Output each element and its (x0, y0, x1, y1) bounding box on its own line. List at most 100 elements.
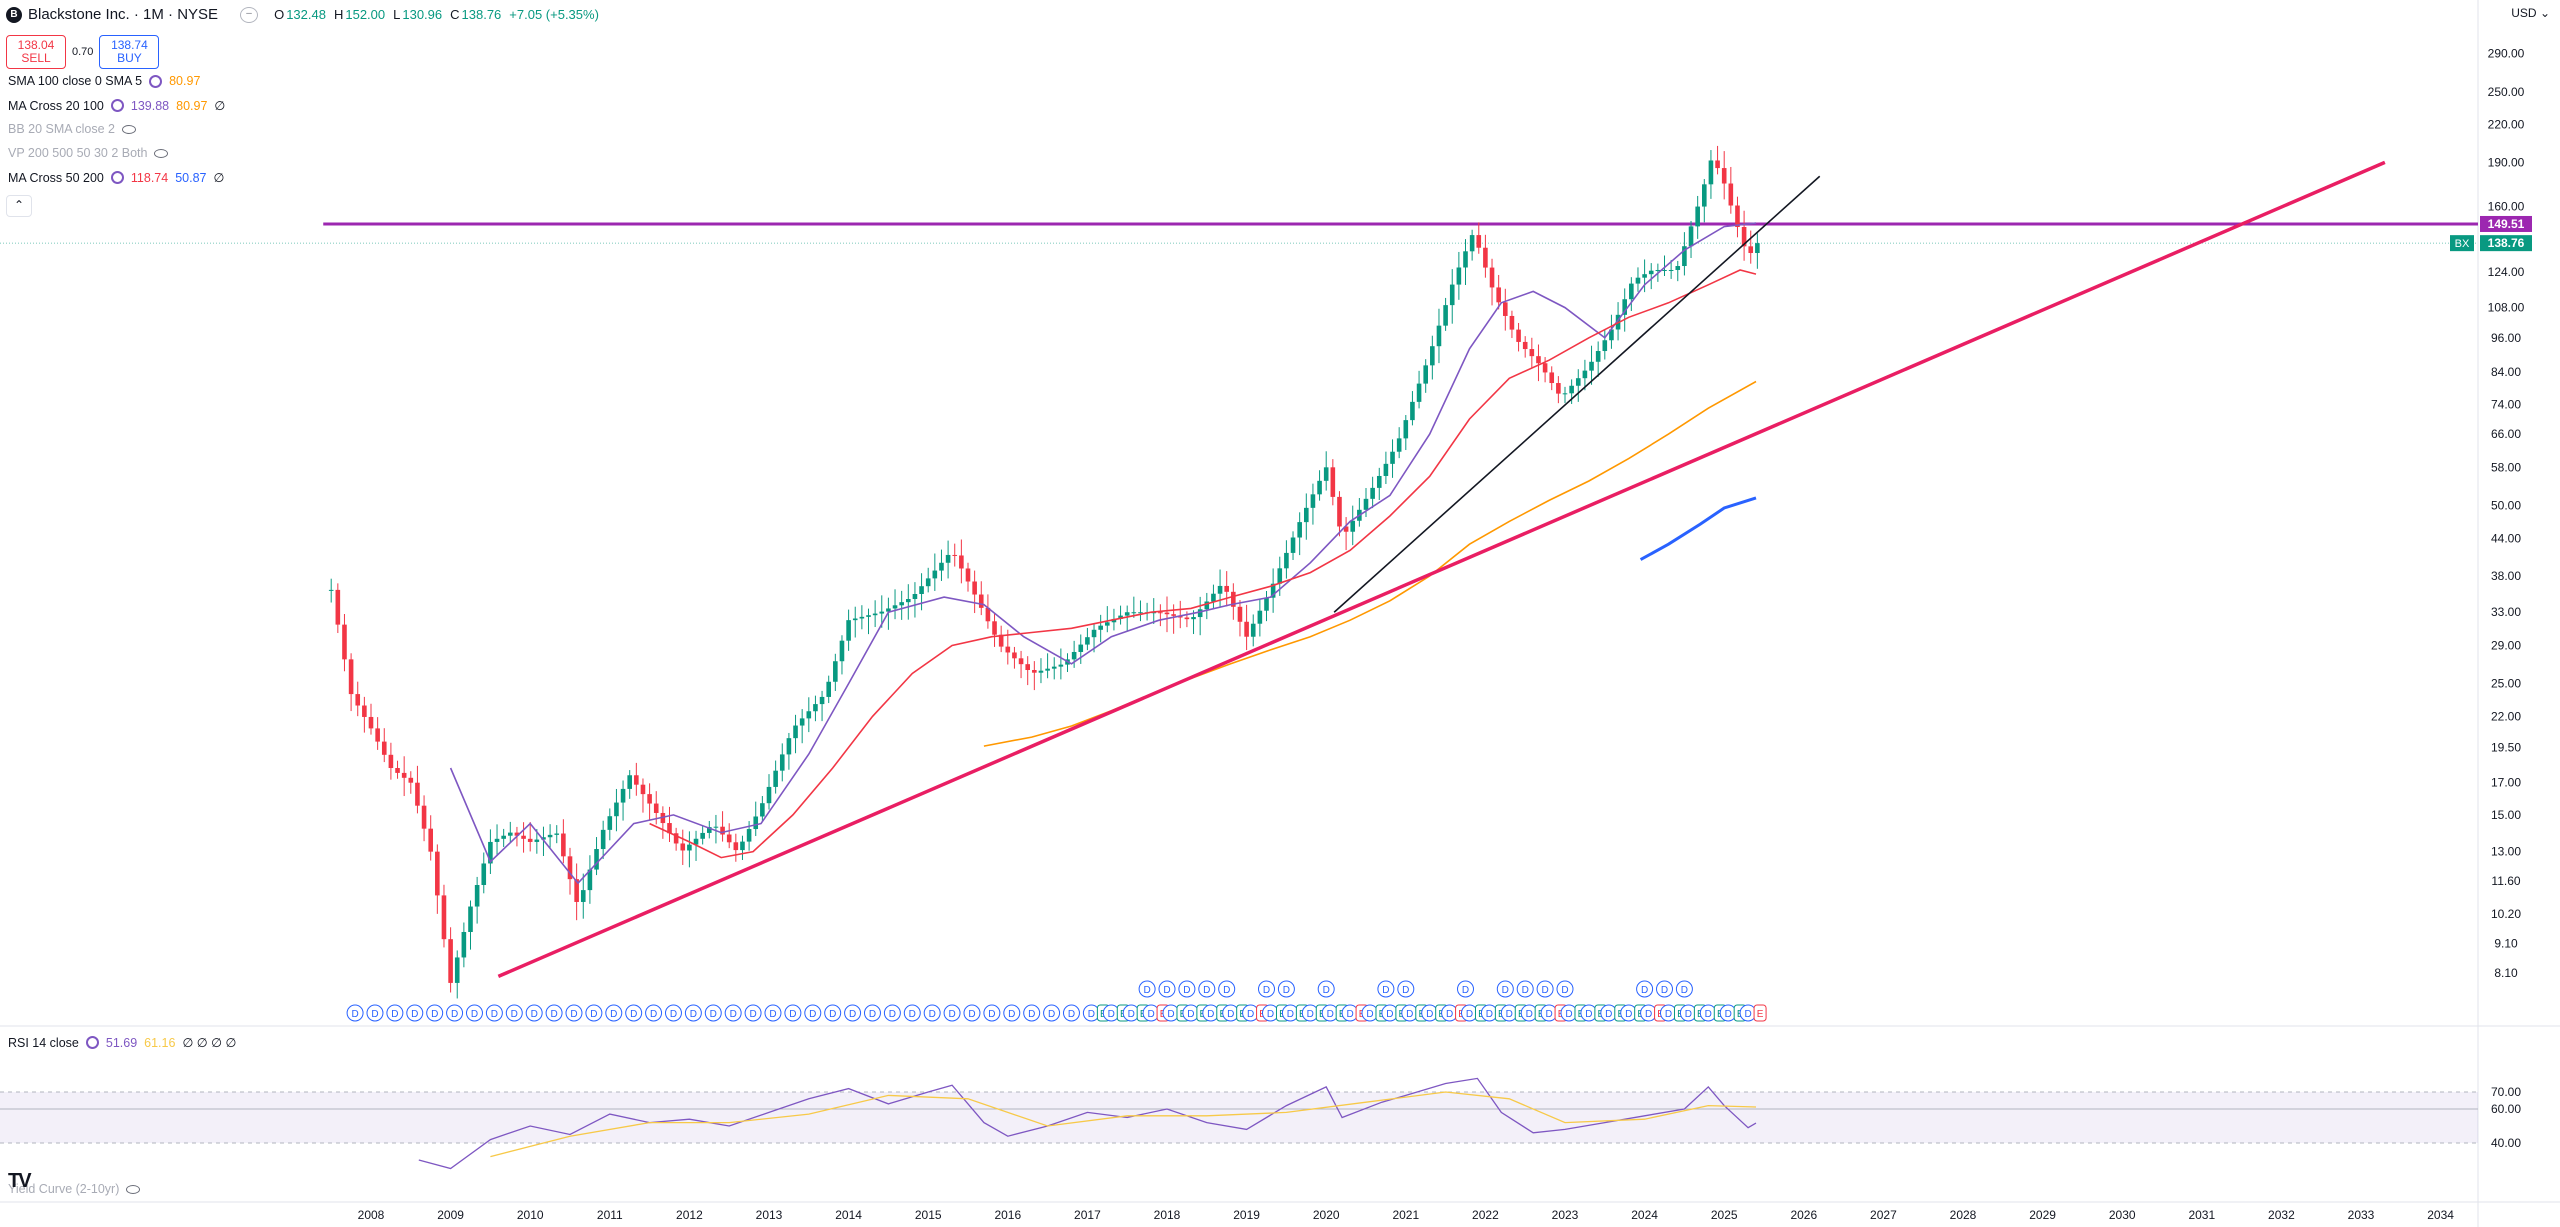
candle-body (912, 593, 918, 600)
candle-body (1184, 617, 1190, 620)
candle-body (1542, 363, 1548, 373)
candle-body (421, 805, 427, 829)
rsi-legend[interactable]: RSI 14 close 51.69 61.16 ∅ ∅ ∅ ∅ (8, 1035, 236, 1051)
dividend-marker-label: D (1645, 1009, 1652, 1020)
yield-curve-legend[interactable]: Yield Curve (2-10yr) (8, 1182, 141, 1196)
buy-button[interactable]: 138.74 BUY (99, 35, 160, 69)
hidden-eye-icon[interactable] (122, 124, 137, 134)
dividend-marker-label: D (1386, 1009, 1393, 1020)
candle-body (1662, 269, 1667, 271)
hidden-eye-icon[interactable] (154, 148, 169, 158)
symbol-header: B Blackstone Inc. · 1M · NYSE – O 132.48 … (6, 6, 605, 23)
candle-body (1702, 184, 1707, 207)
sell-button[interactable]: 138.04 SELL (6, 35, 66, 69)
candle-body (879, 611, 885, 614)
buy-label: BUY (117, 51, 142, 65)
dividend-marker (565, 1004, 583, 1022)
settings-icon[interactable] (149, 74, 163, 88)
dividend-marker (744, 1004, 762, 1022)
candle-body (1038, 670, 1044, 673)
dividend-marker-label: D (1681, 985, 1688, 996)
minimize-icon[interactable]: – (240, 6, 259, 23)
price-axis-label: 108.00 (2488, 301, 2525, 315)
candle-body (1569, 385, 1574, 394)
close-value: 138.76 (461, 7, 502, 22)
candle-body (1204, 601, 1210, 610)
candle-body (1430, 346, 1435, 366)
candle-body (607, 816, 613, 830)
dividend-marker-label: D (968, 1009, 975, 1020)
indicator-sma-100[interactable]: SMA 100 close 0 SMA 5 80.97 (8, 74, 200, 88)
candle-body (1688, 226, 1694, 247)
dividend-marker-label: D (710, 1009, 717, 1020)
settings-icon[interactable] (85, 1036, 99, 1049)
dividend-marker-label: D (1223, 985, 1230, 996)
settings-icon[interactable] (110, 99, 124, 112)
dividend-marker-label: D (1486, 1009, 1493, 1020)
dividend-marker-label: D (929, 1009, 936, 1020)
trade-buttons: 138.04 SELL 0.70 138.74 BUY (6, 35, 160, 69)
indicator-ma-cross-20-100[interactable]: MA Cross 20 100 139.88 80.97 ∅ (8, 98, 226, 114)
candle-body (1012, 652, 1017, 659)
event-markers-group: D D D D D D D D D D D D D D D D D D D D D D D D D D D D D D D D D D D D D D E D… (346, 980, 1767, 1022)
dividend-marker-label: D (1526, 1009, 1533, 1020)
dividend-marker (1496, 980, 1514, 998)
tradingview-logo[interactable]: TV (8, 1170, 32, 1192)
dividend-marker (1218, 980, 1236, 998)
price-axis-label: 84.00 (2491, 365, 2521, 379)
dividend-marker-label: D (1346, 1009, 1353, 1020)
candle-body (1529, 349, 1535, 357)
candle-body (1575, 378, 1581, 386)
hidden-eye-icon[interactable] (126, 1184, 141, 1194)
indicator-ma-cross-50-200[interactable]: MA Cross 50 200 118.74 50.87 ∅ (8, 170, 224, 186)
dividend-marker (863, 1004, 881, 1022)
candles-group (328, 145, 1760, 999)
candle-body (819, 696, 825, 705)
candle-body (753, 816, 759, 830)
candle-body (1071, 651, 1077, 660)
candle-body (640, 784, 646, 795)
dividend-marker (1636, 980, 1654, 998)
candle-body (614, 802, 619, 817)
candle-body (1668, 269, 1674, 271)
dividend-marker-label: D (1108, 1009, 1115, 1020)
collapse-legend-button[interactable]: ⌃ (6, 195, 32, 217)
candle-body (1250, 623, 1256, 637)
candle-body (395, 768, 400, 773)
dividend-marker (505, 1004, 523, 1022)
candle-body (1463, 251, 1468, 268)
candle-body (833, 661, 838, 682)
indicator-bb-20[interactable]: BB 20 SMA close 2 (8, 122, 137, 136)
dividend-marker (883, 1004, 901, 1022)
candle-body (1237, 606, 1243, 622)
indicator-vp-200[interactable]: VP 200 500 50 30 2 Both (8, 146, 169, 160)
rsi-line (418, 1077, 1757, 1170)
ma-series-line (1639, 496, 1757, 561)
symbol-title[interactable]: Blackstone Inc. · 1M · NYSE (28, 6, 219, 23)
candle-body (415, 782, 420, 806)
ma-series-line (649, 269, 1757, 859)
time-axis-label: 2025 (1711, 1208, 1738, 1222)
candle-body (965, 568, 971, 582)
candle-body (574, 879, 579, 902)
candle-body (707, 827, 712, 833)
candle-body (1304, 507, 1309, 523)
time-axis-label: 2033 (2348, 1208, 2375, 1222)
indicator-name: BB 20 SMA close 2 (8, 122, 116, 136)
price-axis-label: 96.00 (2491, 331, 2521, 345)
indicator-value: 50.87 (175, 170, 207, 185)
dividend-marker-label: D (431, 1009, 438, 1020)
settings-icon[interactable] (110, 171, 124, 184)
price-axis-label: 9.10 (2494, 936, 2518, 950)
candle-body (1748, 246, 1754, 254)
indicator-suffix: ∅ (214, 99, 226, 113)
dividend-marker-label: D (491, 1009, 498, 1020)
candle-body (1536, 356, 1541, 364)
candle-body (627, 775, 632, 789)
dividend-marker-label: D (610, 1009, 617, 1020)
currency-selector[interactable]: USD ⌄ (2511, 6, 2550, 20)
dividend-marker (1397, 980, 1415, 998)
time-axis-label: 2013 (756, 1208, 783, 1222)
dividend-marker-label: D (1565, 1009, 1572, 1020)
